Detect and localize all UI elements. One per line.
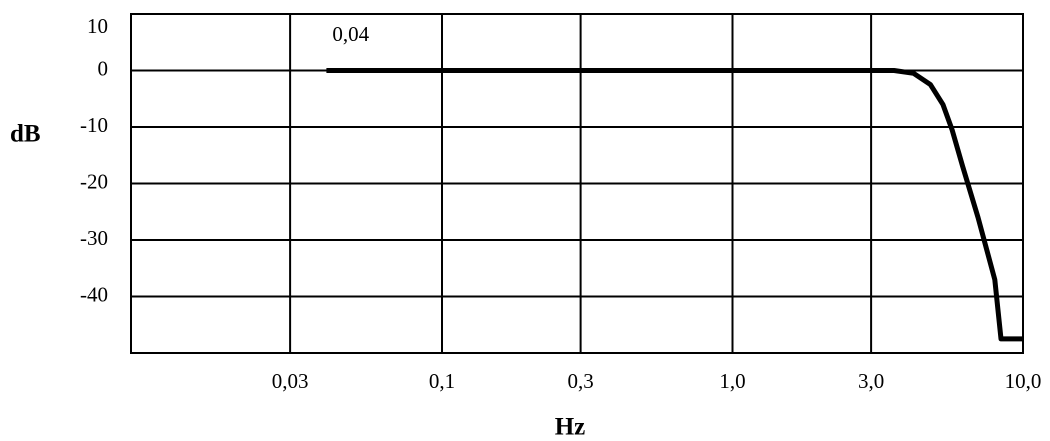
x-tick-label: 1,0 — [719, 369, 745, 393]
x-tick-label: 0,1 — [429, 369, 455, 393]
y-tick-labels: 10 0 -10 -20 -30 -40 — [80, 14, 108, 307]
x-tick-label: 0,03 — [272, 369, 309, 393]
y-tick-label: -30 — [80, 226, 108, 250]
x-axis-title: Hz — [555, 414, 586, 441]
annotation-label: 0,04 — [332, 22, 369, 46]
annotations: 0,04 — [332, 22, 369, 46]
y-tick-label: 10 — [87, 14, 108, 38]
y-tick-label: -40 — [80, 282, 108, 306]
y-tick-label: -10 — [80, 113, 108, 137]
x-tick-label: 0,3 — [567, 369, 593, 393]
y-tick-label: -20 — [80, 169, 108, 193]
y-tick-label: 0 — [98, 56, 109, 80]
y-axis-title: dB — [10, 121, 41, 148]
x-tick-label: 3,0 — [858, 369, 884, 393]
gridlines — [131, 14, 1023, 353]
series-line — [326, 71, 1023, 339]
series-layer — [326, 71, 1023, 339]
x-tick-labels: 0,03 0,1 0,3 1,0 3,0 10,0 — [272, 369, 1042, 393]
x-tick-label: 10,0 — [1005, 369, 1042, 393]
